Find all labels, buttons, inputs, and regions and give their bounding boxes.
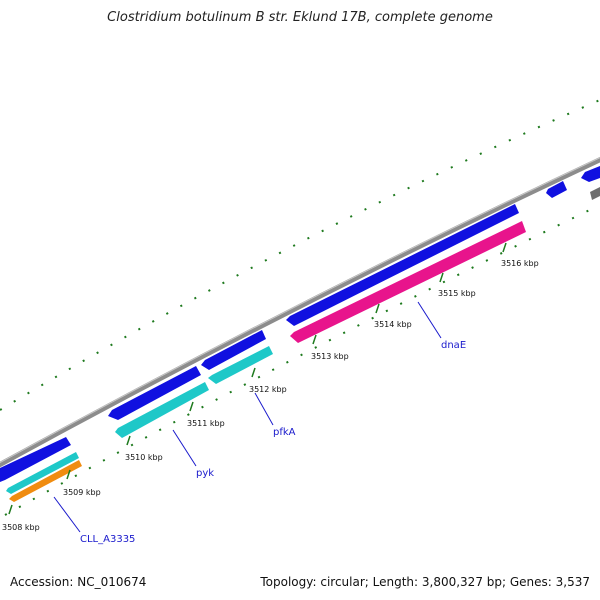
gene-forward-6[interactable]	[581, 166, 600, 182]
tick-mark-3513	[312, 334, 317, 345]
gene-cyan-3[interactable]	[208, 346, 273, 384]
tick-label-3514: 3514 kbp	[374, 320, 412, 329]
genome-backbone-highlight	[0, 157, 600, 464]
tick-mark-3514	[375, 303, 380, 314]
tick-label-3509: 3509 kbp	[63, 488, 101, 497]
leader-dnae	[417, 301, 442, 339]
gene-forward-5[interactable]	[546, 181, 567, 198]
tick-mark-3510	[126, 435, 131, 446]
gene-magenta-1[interactable]	[290, 221, 526, 343]
tick-mark-3515	[439, 272, 444, 283]
tick-label-3508: 3508 kbp	[2, 523, 40, 532]
tick-label-3516: 3516 kbp	[501, 259, 539, 268]
tick-mark-3508	[8, 504, 13, 515]
gene-forward-2[interactable]	[108, 366, 201, 420]
tick-mark-3512	[251, 367, 256, 378]
tick-mark-3509	[66, 469, 71, 480]
tick-mark-3511	[189, 401, 194, 412]
gene-forward-4[interactable]	[286, 204, 519, 326]
gene-forward-3[interactable]	[201, 330, 266, 370]
tick-label-3510: 3510 kbp	[125, 453, 163, 462]
tick-mark-3516	[502, 242, 507, 253]
gene-label-dnae[interactable]: dnaE	[441, 340, 466, 351]
tick-label-3515: 3515 kbp	[438, 289, 476, 298]
footer-accession: Accession: NC_010674	[10, 575, 147, 589]
gene-gray-1[interactable]	[590, 187, 600, 200]
gene-cyan-1[interactable]	[6, 452, 79, 494]
genome-backbone	[0, 156, 600, 468]
axis-ticks	[8, 242, 507, 515]
leader-cll-a3335	[53, 496, 81, 533]
tick-label-3512: 3512 kbp	[249, 385, 287, 394]
tick-label-3513: 3513 kbp	[311, 352, 349, 361]
gene-orange-1[interactable]	[9, 460, 82, 502]
gc-track-inner	[4, 204, 600, 516]
gene-label-leaders	[53, 301, 442, 533]
gene-label-pfka[interactable]: pfkA	[273, 427, 296, 438]
gene-forward-1[interactable]	[0, 437, 71, 482]
leader-pfka	[254, 392, 274, 426]
gc-track-outer	[0, 99, 600, 411]
map-title: Clostridium botulinum B str. Eklund 17B,…	[107, 10, 493, 25]
gene-label-cll-a3335[interactable]: CLL_A3335	[80, 534, 135, 545]
gene-cyan-2[interactable]	[115, 382, 209, 438]
leader-pyk	[172, 429, 197, 467]
tick-label-3511: 3511 kbp	[187, 419, 225, 428]
footer-stats: Topology: circular; Length: 3,800,327 bp…	[260, 575, 590, 589]
gene-label-pyk[interactable]: pyk	[196, 468, 214, 479]
